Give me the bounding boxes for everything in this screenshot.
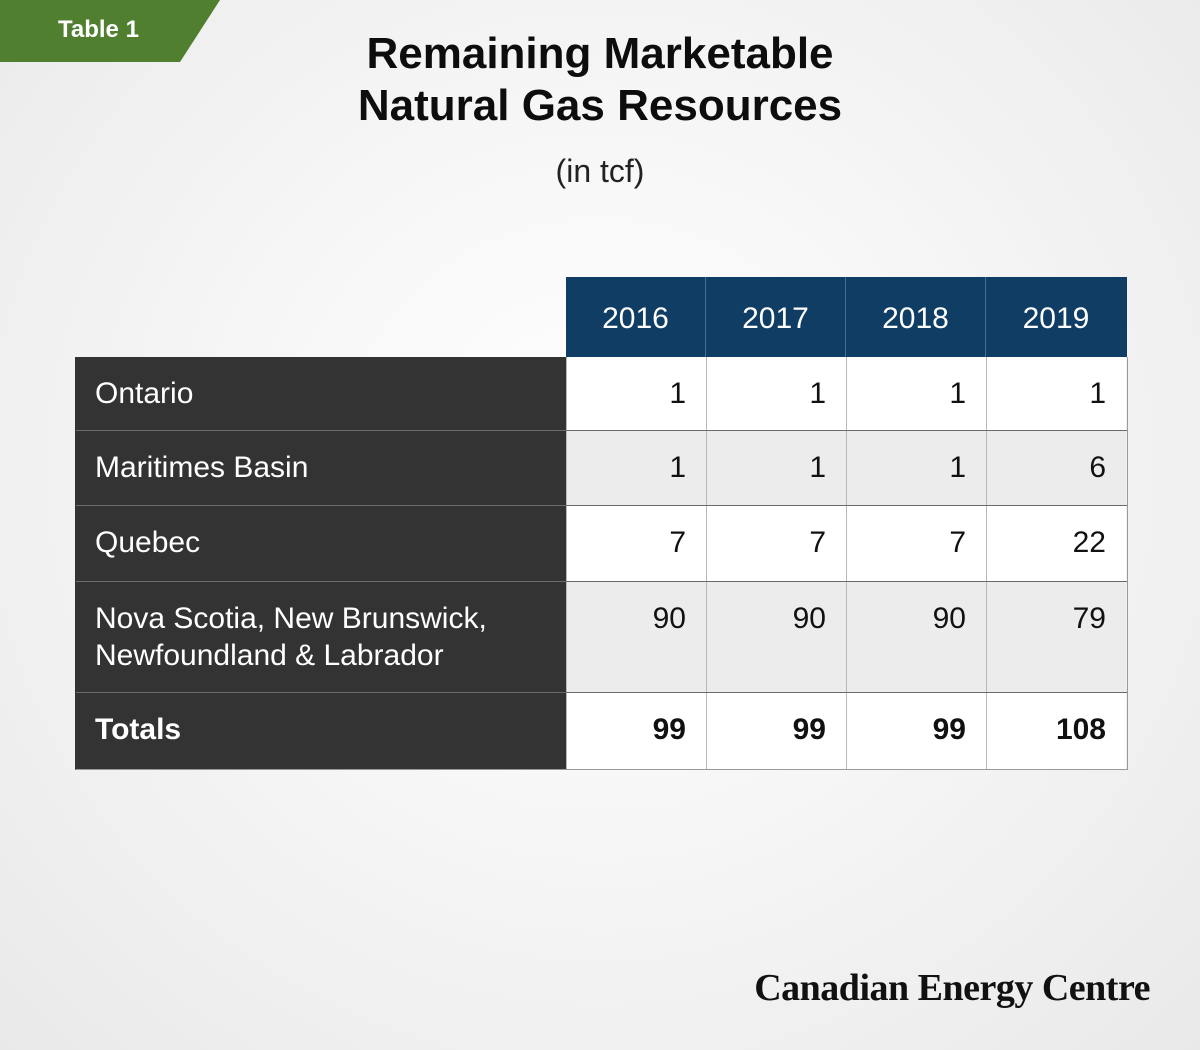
table-cell: 1: [846, 431, 986, 505]
table-cell: 7: [566, 506, 706, 581]
table-cell: 7: [846, 506, 986, 581]
table-cell: 90: [706, 582, 846, 692]
table-cell: 1: [986, 357, 1126, 430]
column-header: 2017: [706, 277, 846, 357]
total-cell: 99: [566, 693, 706, 769]
row-label-line-1: Nova Scotia, New Brunswick,: [95, 602, 487, 635]
table-header: 2016 2017 2018 2019: [566, 277, 1127, 357]
table-cell: 7: [706, 506, 846, 581]
column-header: 2018: [846, 277, 986, 357]
total-cell: 108: [986, 693, 1126, 769]
title-line-2: Natural Gas Resources: [357, 81, 843, 130]
table-cell: 6: [986, 431, 1126, 505]
column-header: 2016: [566, 277, 706, 357]
table-cell: 1: [706, 357, 846, 430]
table-number-tag: Table 1: [0, 0, 220, 62]
row-label: Maritimes Basin: [76, 431, 566, 505]
table-cell: 90: [566, 582, 706, 692]
table-cell: 22: [986, 506, 1126, 581]
table-row: Quebec 7 7 7 22: [76, 506, 1127, 582]
table-cell: 1: [706, 431, 846, 505]
table-body: Ontario 1 1 1 1 Maritimes Basin 1 1 1 6 …: [75, 357, 1128, 770]
table-cell: 90: [846, 582, 986, 692]
table-cell: 79: [986, 582, 1126, 692]
table-row: Maritimes Basin 1 1 1 6: [76, 431, 1127, 506]
table-number-label: Table 1: [58, 16, 139, 43]
row-label: Totals: [76, 693, 566, 769]
row-label: Nova Scotia, New Brunswick, Newfoundland…: [76, 582, 566, 692]
row-label: Quebec: [76, 506, 566, 581]
totals-row: Totals 99 99 99 108: [76, 693, 1127, 769]
total-cell: 99: [706, 693, 846, 769]
unit-subtitle: (in tcf): [555, 153, 645, 189]
column-header: 2019: [1022, 302, 1090, 335]
table-row: Nova Scotia, New Brunswick, Newfoundland…: [76, 582, 1127, 693]
table-row: Ontario 1 1 1 1: [76, 357, 1127, 431]
brand-logo-text: Canadian Energy Centre: [754, 967, 1150, 1009]
total-cell: 99: [846, 693, 986, 769]
table-cell: 1: [566, 357, 706, 430]
table-cell: 1: [846, 357, 986, 430]
row-label: Ontario: [76, 357, 566, 430]
page-title: Remaining Marketable Natural Gas Resourc…: [0, 28, 1200, 132]
table-cell: 1: [566, 431, 706, 505]
title-line-1: Remaining Marketable: [366, 29, 834, 78]
row-label-line-2: Newfoundland & Labrador: [95, 639, 444, 672]
